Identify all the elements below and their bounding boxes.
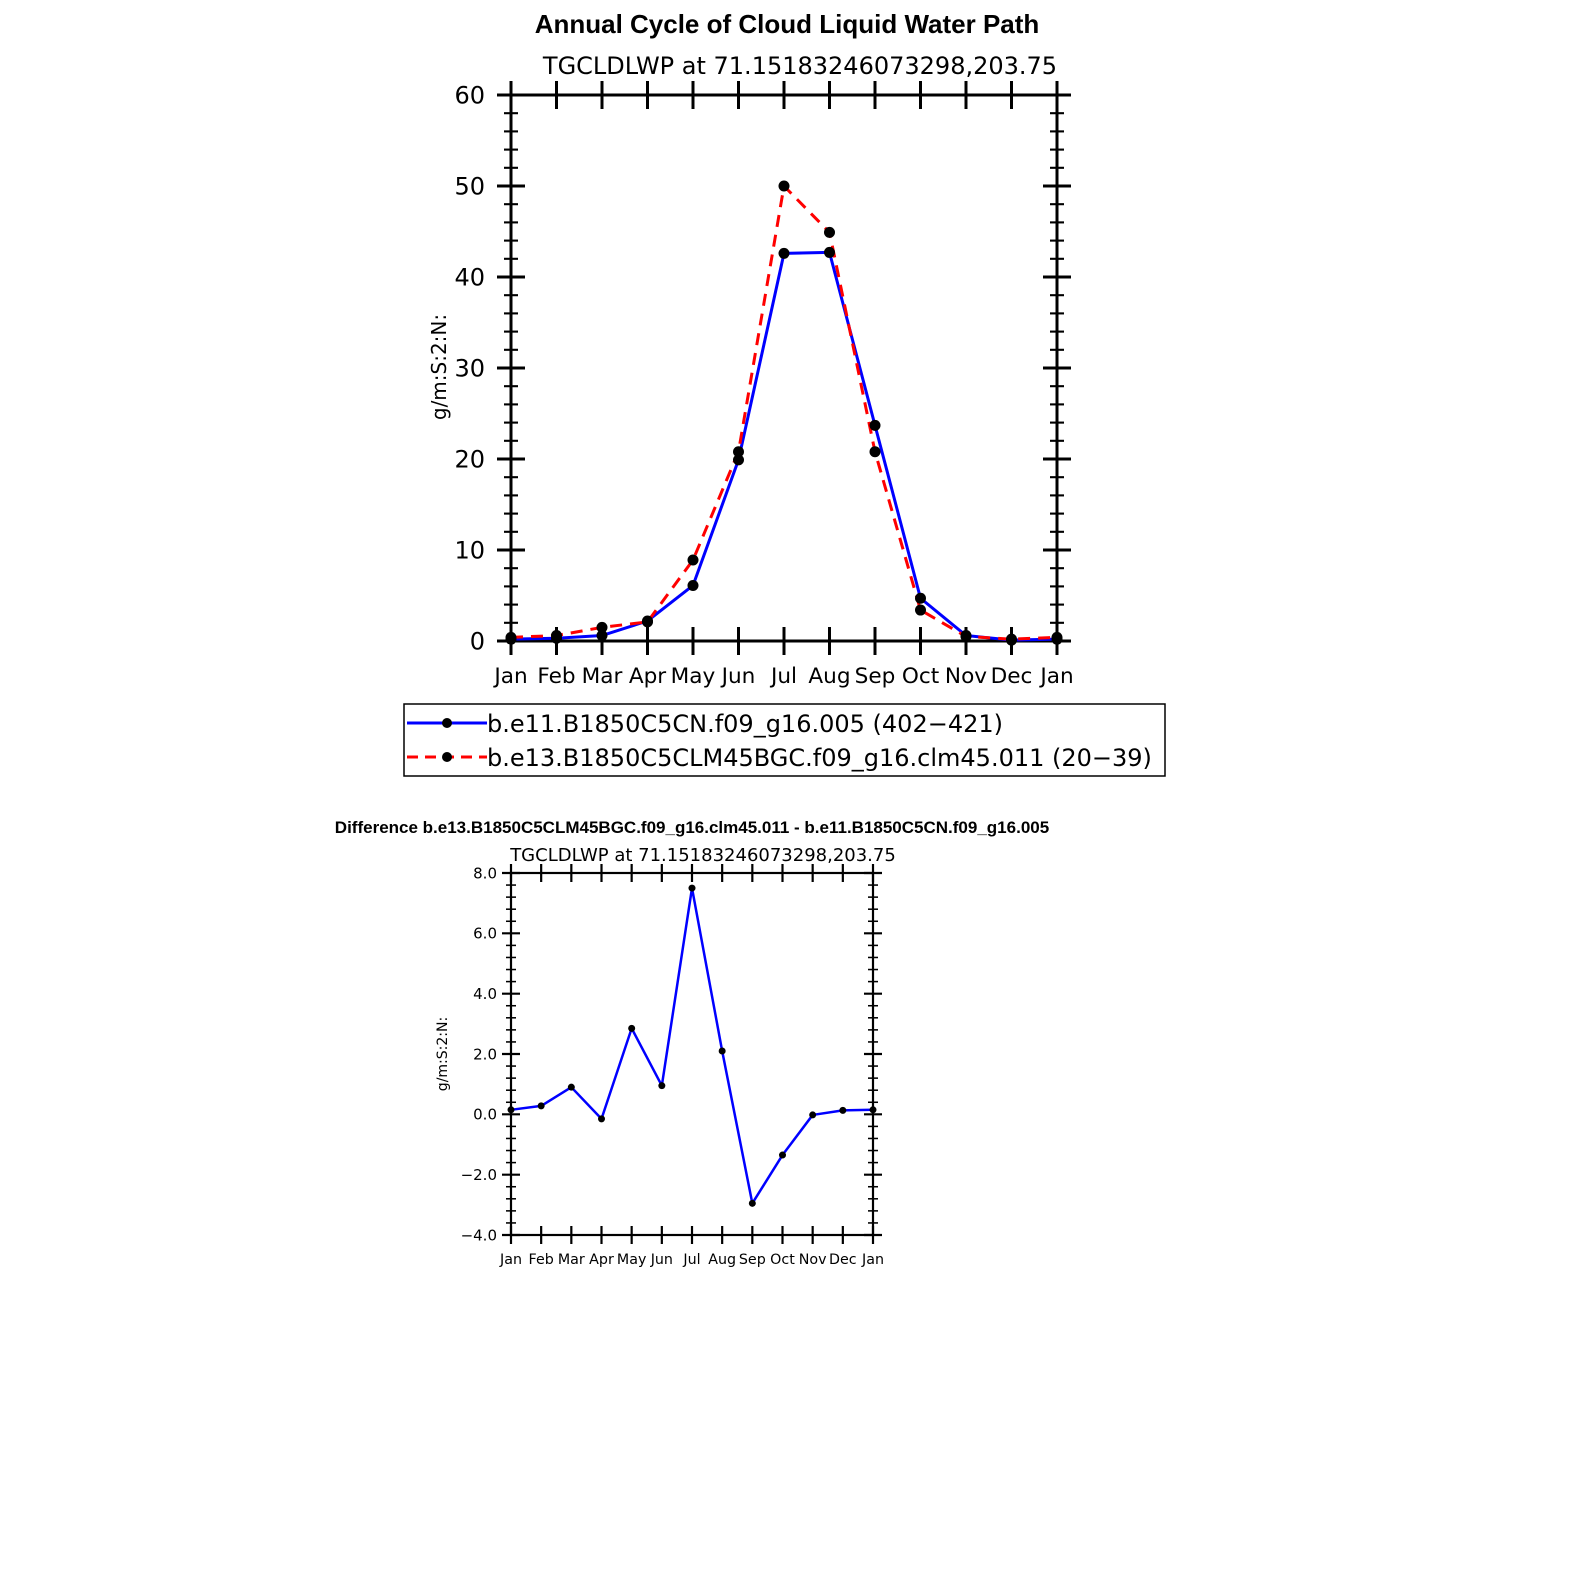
series-1-point <box>809 1111 817 1119</box>
series-2-point <box>596 621 608 633</box>
annual-cycle-chart: Annual Cycle of Cloud Liquid Water Path … <box>403 9 1166 777</box>
y-tick-label: 6.0 <box>473 925 497 943</box>
x-tick-label: Jul <box>769 664 797 689</box>
y-tick-label: 0 <box>470 627 485 655</box>
series-1-point <box>733 454 744 466</box>
y-tick-label: 40 <box>454 263 485 291</box>
series-1-point <box>628 1024 636 1032</box>
chart2-title: Difference b.e13.B1850C5CLM45BGC.f09_g16… <box>335 818 1049 837</box>
chart1-series-group <box>505 180 1063 646</box>
series-2-point <box>551 630 562 642</box>
x-tick-label: Nov <box>945 664 987 689</box>
series-2-point <box>505 631 517 643</box>
x-tick-label: Mar <box>582 664 623 689</box>
series-1-point <box>779 1151 786 1159</box>
x-tick-label: Jan <box>492 664 527 689</box>
x-tick-label: Nov <box>799 1252 827 1268</box>
x-tick-label: Jan <box>861 1252 884 1268</box>
x-tick-label: Dec <box>991 664 1033 689</box>
x-tick-label: Apr <box>629 664 666 689</box>
series-line-1 <box>510 886 874 1205</box>
series-2-point <box>733 446 744 458</box>
x-tick-label: Jan <box>499 1252 522 1268</box>
y-tick-label: 60 <box>454 81 485 109</box>
series-1-point <box>869 1106 877 1114</box>
series-1-point <box>687 579 699 591</box>
series-1-point <box>718 1047 726 1055</box>
x-tick-label: Oct <box>770 1252 795 1268</box>
series-2-point <box>824 226 835 238</box>
x-tick-label: Jul <box>682 1252 700 1268</box>
series-2-point <box>869 446 881 458</box>
series-1-point <box>598 1115 605 1123</box>
chart1-axes: 0 10 20 30 40 50 60 Jan Feb Mar Apr May Jun Jul Aug Sep… <box>454 81 1074 689</box>
legend-marker-series-2 <box>442 752 452 762</box>
series-2-point <box>1051 631 1063 643</box>
legend-label-series-1: b.e11.B1850C5CN.f09_g16.005 (402−421) <box>487 710 1003 738</box>
y-tick-label: 2.0 <box>473 1045 497 1063</box>
y-tick-label: 10 <box>454 536 485 564</box>
legend-marker-series-1 <box>442 718 452 728</box>
chart2-ylabel: g/m:S:2:N: <box>435 1017 451 1091</box>
y-tick-label: −4.0 <box>461 1226 497 1244</box>
y-tick-label: 8.0 <box>473 864 497 882</box>
x-tick-label: Dec <box>829 1252 857 1268</box>
y-tick-label: 0.0 <box>473 1106 497 1124</box>
series-line-1 <box>510 250 1058 642</box>
chart1-legend: b.e11.B1850C5CN.f09_g16.005 (402−421) b.… <box>403 703 1166 777</box>
x-tick-label: Apr <box>589 1252 614 1268</box>
series-1-point <box>748 1199 756 1207</box>
x-tick-label: Jun <box>720 664 756 689</box>
x-tick-label: Sep <box>855 664 896 689</box>
series-2-point <box>642 616 653 628</box>
series-2-point <box>915 604 926 616</box>
series-1-point <box>596 630 608 642</box>
y-tick-label: −2.0 <box>461 1166 497 1184</box>
series-1-point <box>915 592 926 604</box>
x-tick-label: Aug <box>808 664 850 689</box>
legend-box <box>403 703 1166 777</box>
series-1-point <box>537 1102 545 1110</box>
x-tick-label: May <box>617 1252 647 1268</box>
x-tick-label: Sep <box>739 1252 766 1268</box>
plot-frame <box>509 871 875 1237</box>
series-1-point <box>869 419 881 431</box>
x-tick-label: May <box>671 664 716 689</box>
series-1-point <box>839 1106 847 1114</box>
x-tick-label: Feb <box>537 664 575 689</box>
x-tick-label: Oct <box>902 664 939 689</box>
series-2-point <box>778 180 790 192</box>
series-1-point <box>824 246 835 258</box>
series-1-point <box>507 1106 515 1114</box>
x-tick-label: Mar <box>558 1252 585 1268</box>
legend-label-series-2: b.e13.B1850C5CLM45BGC.f09_g16.clm45.011 … <box>487 744 1152 772</box>
y-tick-label: 50 <box>454 172 485 200</box>
chart2-series-group <box>507 884 877 1207</box>
x-tick-label: Jan <box>1038 664 1073 689</box>
chart1-title: Annual Cycle of Cloud Liquid Water Path <box>535 9 1040 39</box>
chart1-ylabel: g/m:S:2:N: <box>427 314 451 420</box>
chart2-subtitle: TGCLDLWP at 71.15183246073298,203.75 <box>509 845 896 866</box>
series-1-point <box>688 884 696 892</box>
y-tick-label: 20 <box>454 445 485 473</box>
series-2-point <box>687 554 699 566</box>
chart1-subtitle: TGCLDLWP at 71.15183246073298,203.75 <box>542 52 1057 80</box>
y-tick-label: 30 <box>454 354 485 382</box>
series-2-point <box>1006 633 1017 645</box>
difference-chart: Difference b.e13.B1850C5CLM45BGC.f09_g16… <box>335 818 1049 1268</box>
series-1-point <box>778 247 790 259</box>
series-1-point <box>567 1083 575 1091</box>
x-tick-label: Aug <box>708 1252 736 1268</box>
y-tick-label: 4.0 <box>473 985 497 1003</box>
plot-frame <box>509 93 1059 643</box>
x-tick-label: Jun <box>650 1252 673 1268</box>
series-1-point <box>658 1082 666 1090</box>
x-tick-label: Feb <box>529 1252 554 1268</box>
series-2-point <box>960 630 972 642</box>
